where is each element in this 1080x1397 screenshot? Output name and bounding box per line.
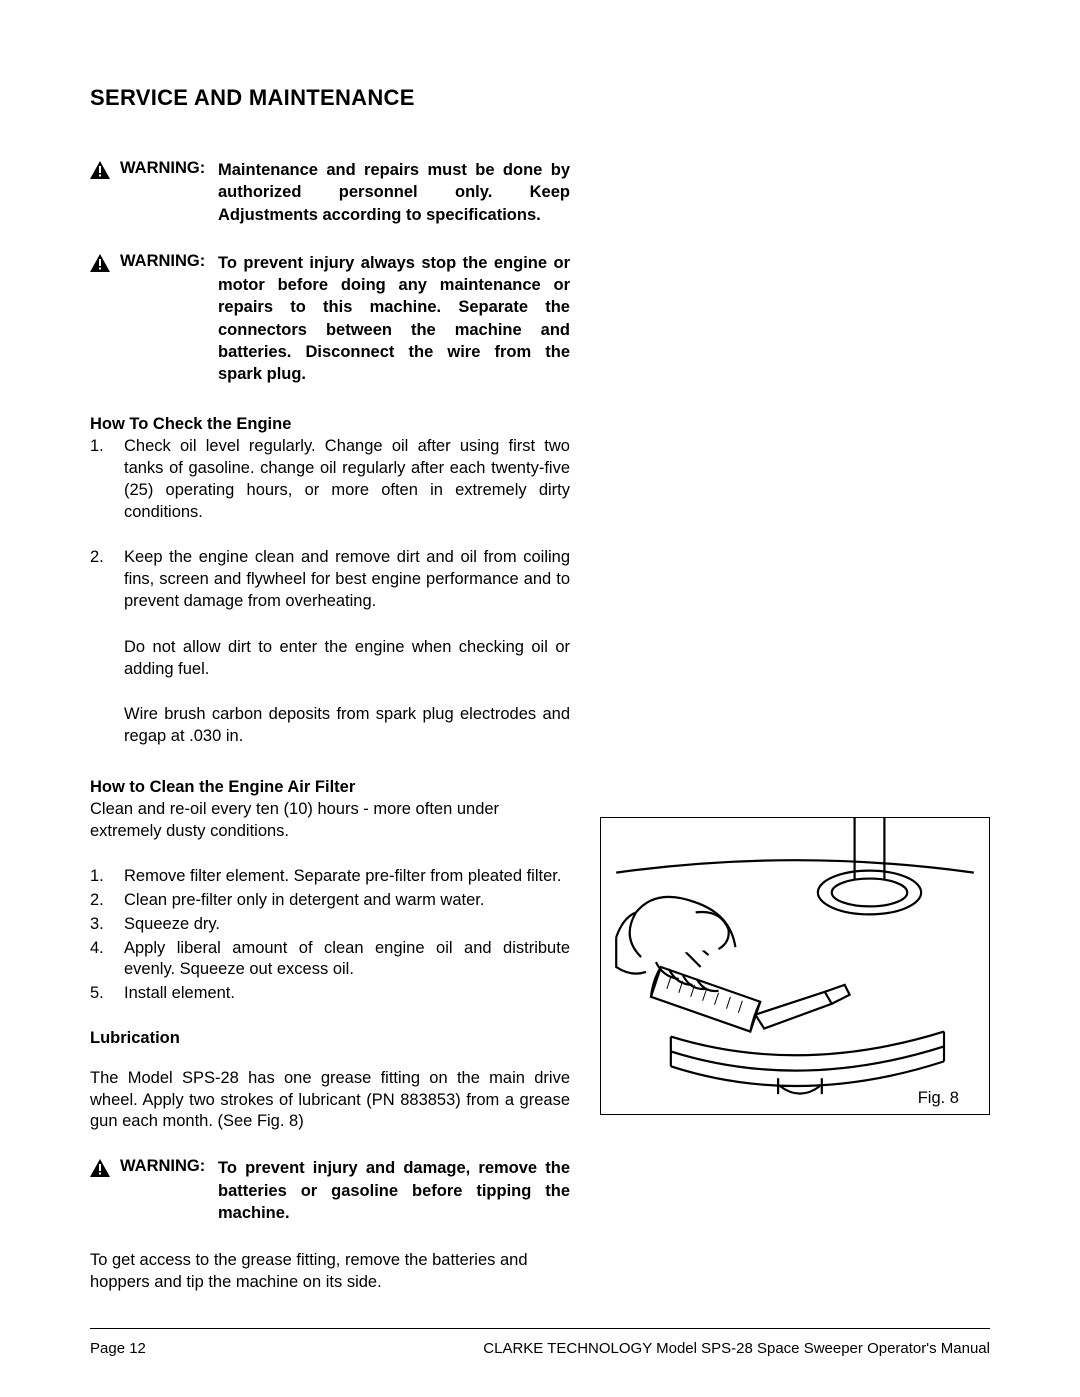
page-number: Page 12: [90, 1340, 146, 1357]
item-number: 3.: [90, 914, 124, 936]
lubrication-para-2: To get access to the grease fitting, rem…: [90, 1250, 570, 1294]
list-item: 1.Remove filter element. Separate pre-fi…: [90, 866, 570, 888]
grease-gun-illustration: [601, 818, 989, 1114]
warning-label: WARNING:: [116, 1157, 218, 1176]
list-item: 1.Check oil level regularly. Change oil …: [90, 436, 570, 523]
item-number: 5.: [90, 983, 124, 1005]
lubrication-para: The Model SPS-28 has one grease fitting …: [90, 1068, 570, 1133]
air-filter-intro: Clean and re-oil every ten (10) hours - …: [90, 799, 570, 843]
check-engine-note-1: Do not allow dirt to enter the engine wh…: [124, 637, 570, 681]
warning-icon: [90, 252, 116, 277]
item-text: Squeeze dry.: [124, 914, 570, 936]
warning-label: WARNING:: [116, 159, 218, 178]
left-column: WARNING: Maintenance and repairs must be…: [90, 159, 570, 1318]
warning-icon: [90, 159, 116, 184]
item-number: 1.: [90, 436, 124, 523]
warning-text: To prevent injury and damage, remove the…: [218, 1157, 570, 1224]
item-text: Apply liberal amount of clean engine oil…: [124, 938, 570, 982]
item-text: Clean pre-filter only in detergent and w…: [124, 890, 570, 912]
warning-1: WARNING: Maintenance and repairs must be…: [90, 159, 570, 226]
page-title: SERVICE AND MAINTENANCE: [90, 85, 990, 111]
list-item: 4.Apply liberal amount of clean engine o…: [90, 938, 570, 982]
check-engine-heading: How To Check the Engine: [90, 415, 570, 434]
list-item: 2.Keep the engine clean and remove dirt …: [90, 547, 570, 612]
air-filter-list: 1.Remove filter element. Separate pre-fi…: [90, 866, 570, 1005]
item-text: Keep the engine clean and remove dirt an…: [124, 547, 570, 612]
document-title-footer: CLARKE TECHNOLOGY Model SPS-28 Space Swe…: [483, 1340, 990, 1357]
footer-rule: [90, 1328, 990, 1329]
warning-3: WARNING: To prevent injury and damage, r…: [90, 1157, 570, 1224]
air-filter-heading: How to Clean the Engine Air Filter: [90, 778, 570, 797]
item-text: Install element.: [124, 983, 570, 1005]
item-text: Remove filter element. Separate pre-filt…: [124, 866, 570, 888]
warning-2: WARNING: To prevent injury always stop t…: [90, 252, 570, 386]
warning-icon: [90, 1157, 116, 1182]
list-item: 3.Squeeze dry.: [90, 914, 570, 936]
list-item: 5.Install element.: [90, 983, 570, 1005]
check-engine-note-2: Wire brush carbon deposits from spark pl…: [124, 704, 570, 748]
list-item: 2.Clean pre-filter only in detergent and…: [90, 890, 570, 912]
lubrication-heading: Lubrication: [90, 1029, 570, 1048]
item-number: 1.: [90, 866, 124, 888]
warning-text: To prevent injury always stop the engine…: [218, 252, 570, 386]
warning-label: WARNING:: [116, 252, 218, 271]
figure-caption: Fig. 8: [918, 1089, 959, 1108]
item-number: 4.: [90, 938, 124, 982]
check-engine-list: 1.Check oil level regularly. Change oil …: [90, 436, 570, 612]
figure-8: Fig. 8: [600, 817, 990, 1115]
page-footer: Page 12 CLARKE TECHNOLOGY Model SPS-28 S…: [90, 1340, 990, 1357]
right-column: Fig. 8: [590, 159, 990, 1318]
item-number: 2.: [90, 890, 124, 912]
item-text: Check oil level regularly. Change oil af…: [124, 436, 570, 523]
item-number: 2.: [90, 547, 124, 612]
content-area: WARNING: Maintenance and repairs must be…: [90, 159, 990, 1318]
warning-text: Maintenance and repairs must be done by …: [218, 159, 570, 226]
